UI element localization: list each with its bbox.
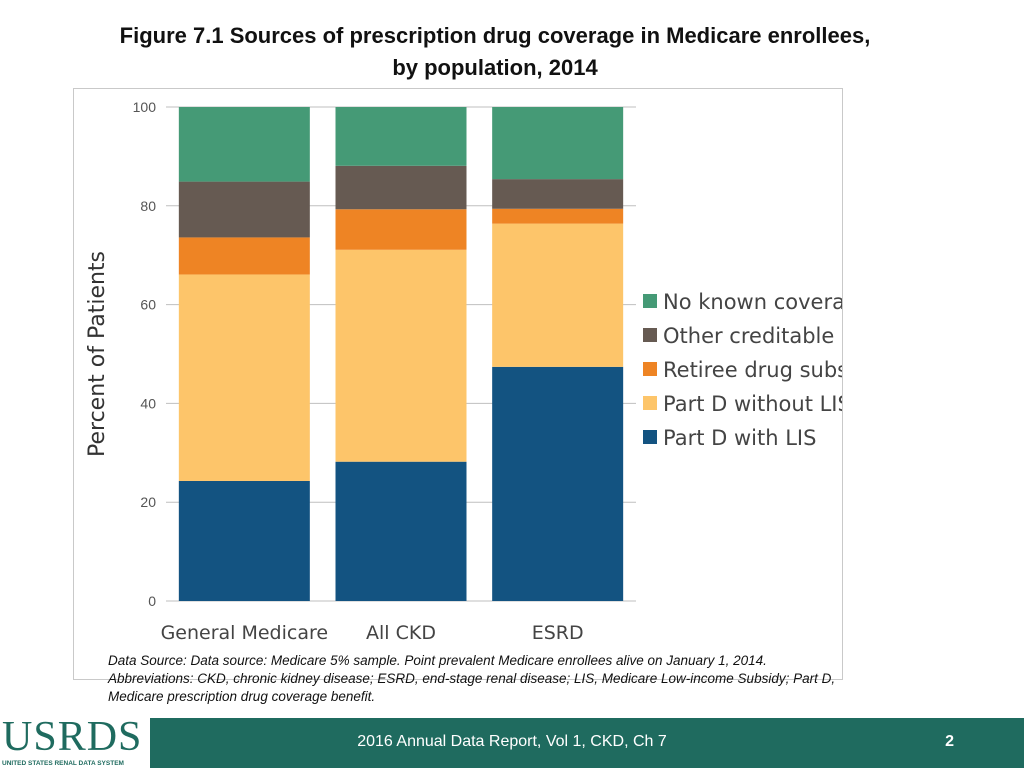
usrds-logo: USRDS UNITED STATES RENAL DATA SYSTEM bbox=[0, 714, 148, 768]
figure-title-line-1: Figure 7.1 Sources of prescription drug … bbox=[119, 23, 871, 48]
y-axis-label: Percent of Patients bbox=[85, 251, 110, 457]
legend-swatch-retiree-drug-subsidy bbox=[643, 362, 657, 376]
x-category-label: All CKD bbox=[366, 622, 436, 644]
y-tick-label: 60 bbox=[140, 297, 156, 313]
legend-label-retiree-drug-subsidy: Retiree drug subsidy bbox=[663, 358, 842, 382]
legend-label-part-d-with-lis: Part D with LIS bbox=[663, 426, 816, 450]
data-source-note: Data Source: Data source: Medicare 5% sa… bbox=[108, 652, 988, 706]
legend-swatch-other-creditable-coverage bbox=[643, 328, 657, 342]
legend-swatch-part-d-with-lis bbox=[643, 430, 657, 444]
bar-segment-no-known-coverage bbox=[335, 107, 467, 166]
y-tick-label: 20 bbox=[140, 494, 156, 510]
y-tick-label: 100 bbox=[133, 99, 157, 115]
x-category-label: ESRD bbox=[532, 622, 584, 644]
bar-segment-part-d-with-lis bbox=[492, 366, 624, 601]
legend-label-part-d-without-lis: Part D without LIS bbox=[663, 392, 842, 416]
chart-frame: 0 20 40 60 80 100 Percent of Patients General M… bbox=[73, 88, 843, 680]
footer-report-label: 2016 Annual Data Report, Vol 1, CKD, Ch … bbox=[357, 733, 667, 750]
footer-bar: 2016 Annual Data Report, Vol 1, CKD, Ch … bbox=[150, 718, 1024, 768]
stacked-bar-chart: 0 20 40 60 80 100 Percent of Patients General M… bbox=[85, 99, 842, 644]
bar-segment-retiree-drug-subsidy bbox=[335, 209, 467, 250]
legend-label-no-known-coverage: No known coverage bbox=[663, 290, 842, 314]
page-number: 2 bbox=[945, 733, 954, 750]
bar-segment-no-known-coverage bbox=[492, 107, 624, 180]
logo-wordmark: USRDS bbox=[2, 714, 143, 760]
y-tick-label: 0 bbox=[148, 593, 156, 609]
legend-swatch-part-d-without-lis bbox=[643, 396, 657, 410]
x-category-label: General Medicare bbox=[161, 622, 329, 644]
bar-segment-part-d-with-lis bbox=[335, 461, 467, 601]
y-tick-label: 80 bbox=[140, 198, 156, 214]
bar-segment-other-creditable-coverage bbox=[335, 165, 467, 210]
abbreviations-line: Abbreviations: CKD, chronic kidney disea… bbox=[108, 671, 836, 686]
bar-segment-retiree-drug-subsidy bbox=[178, 237, 310, 275]
y-tick-label: 40 bbox=[140, 395, 156, 411]
bar-segment-part-d-without-lis bbox=[335, 249, 467, 462]
bar-segment-other-creditable-coverage bbox=[178, 181, 310, 238]
logo-subtitle: UNITED STATES RENAL DATA SYSTEM bbox=[2, 760, 124, 767]
bar-segment-retiree-drug-subsidy bbox=[492, 208, 624, 224]
bar-segment-part-d-with-lis bbox=[178, 480, 310, 601]
figure-title-line-2: by population, 2014 bbox=[392, 55, 598, 80]
bar-segment-part-d-without-lis bbox=[492, 223, 624, 367]
bar-segment-part-d-without-lis bbox=[178, 274, 310, 481]
bar-segment-other-creditable-coverage bbox=[492, 179, 624, 209]
legend-label-other-creditable-coverage: Other creditable coverage bbox=[663, 324, 842, 348]
bar-segment-no-known-coverage bbox=[178, 107, 310, 182]
data-source-line: Data Source: Data source: Medicare 5% sa… bbox=[108, 653, 767, 668]
abbreviations-line-2: Medicare prescription drug coverage bene… bbox=[108, 689, 376, 704]
legend-swatch-no-known-coverage bbox=[643, 294, 657, 308]
figure-title: Figure 7.1 Sources of prescription drug … bbox=[70, 20, 920, 84]
